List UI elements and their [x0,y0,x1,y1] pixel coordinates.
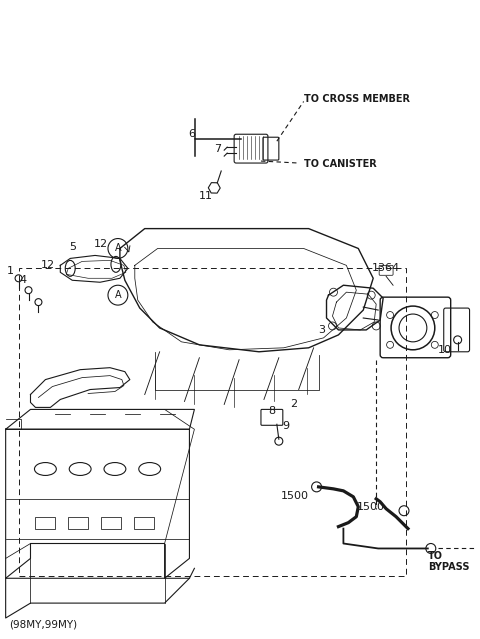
Text: 8: 8 [268,406,276,417]
Text: A: A [115,243,121,254]
Text: BYPASS: BYPASS [428,562,469,573]
Text: 9: 9 [282,421,289,431]
Text: 6: 6 [188,129,195,139]
Text: 1500: 1500 [357,502,385,512]
Text: 12: 12 [94,238,108,249]
Text: 7: 7 [214,144,221,154]
Text: 1500: 1500 [281,491,309,501]
Text: A: A [115,290,121,300]
Text: TO CROSS MEMBER: TO CROSS MEMBER [304,95,409,104]
Text: 2: 2 [290,399,297,410]
Text: 1: 1 [7,266,14,276]
Text: TO CANISTER: TO CANISTER [304,159,376,169]
Text: 12: 12 [41,260,55,270]
Text: 3: 3 [318,325,325,335]
Text: 4: 4 [19,275,26,285]
Text: 1364: 1364 [372,263,400,273]
Text: 5: 5 [69,242,76,252]
Text: 11: 11 [199,191,213,201]
Text: 10: 10 [438,345,452,355]
Text: (98MY,99MY): (98MY,99MY) [9,620,77,630]
Text: TO: TO [428,551,443,562]
